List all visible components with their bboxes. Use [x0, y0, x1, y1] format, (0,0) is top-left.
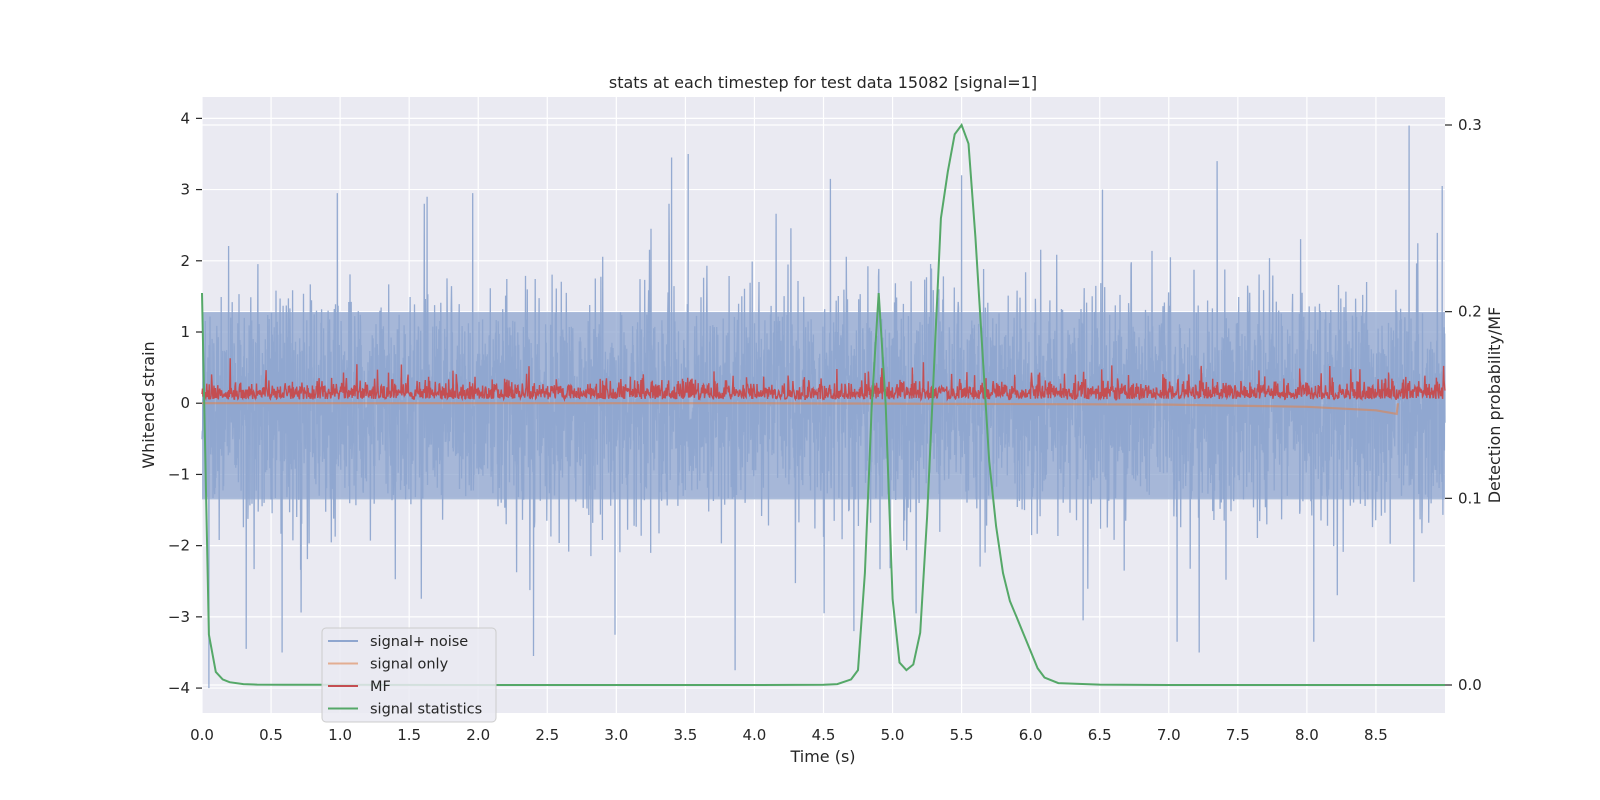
y-tick-label: 1 — [180, 323, 190, 341]
x-tick-label: 6.0 — [1019, 726, 1043, 744]
x-axis-title: Time (s) — [789, 747, 855, 766]
y-axis-title: Whitened strain — [139, 341, 158, 468]
x-tick-label: 4.5 — [812, 726, 836, 744]
x-tick-label: 6.5 — [1088, 726, 1112, 744]
y2-tick-label: 0.1 — [1458, 489, 1482, 507]
y-tick-label: −3 — [168, 608, 190, 626]
y-tick-label: 3 — [180, 181, 190, 199]
y-tick-label: −2 — [168, 537, 190, 555]
x-tick-label: 3.0 — [604, 726, 628, 744]
axes-layer: 0.0 0.5 1.0 1.5 2.0 2.5 3.0 3.5 4.0 4.5 5.0 5.5 6.0 6… — [168, 109, 1482, 744]
y2-axis-title: Detection probability/MF — [1485, 307, 1504, 504]
x-tick-label: 8.5 — [1364, 726, 1388, 744]
legend: signal+ noise signal only MF signal statist… — [321, 627, 497, 723]
signal-only-line — [202, 402, 1400, 416]
legend-label: signal+ noise — [370, 634, 468, 650]
y-tick-label: 4 — [180, 109, 190, 127]
x-tick-label: 8.0 — [1295, 726, 1319, 744]
y-tick-label: −1 — [168, 465, 190, 483]
legend-label: signal statistics — [370, 702, 482, 718]
x-tick-label: 2.5 — [535, 726, 559, 744]
y-tick-label: 2 — [180, 252, 190, 270]
x-tick-label: 4.0 — [743, 726, 767, 744]
legend-box — [321, 627, 497, 723]
chart-title: stats at each timestep for test data 150… — [609, 73, 1037, 92]
x-tick-label: 1.5 — [397, 726, 421, 744]
series-layer — [201, 122, 1446, 689]
mf-line — [201, 358, 1446, 403]
legend-label: signal only — [370, 657, 449, 673]
y-tick-label: −4 — [168, 679, 190, 697]
x-tick-label: 1.0 — [328, 726, 352, 744]
x-tick-label: 0.0 — [190, 726, 214, 744]
y2-tick-label: 0.2 — [1458, 303, 1482, 321]
x-tick-label: 2.0 — [466, 726, 490, 744]
x-tick-label: 3.5 — [673, 726, 697, 744]
y2-tick-label: 0.0 — [1458, 676, 1482, 694]
x-tick-label: 5.0 — [881, 726, 905, 744]
legend-label: MF — [370, 679, 391, 695]
y-tick-label: 0 — [180, 394, 190, 412]
x-tick-label: 5.5 — [950, 726, 974, 744]
y2-tick-label: 0.3 — [1458, 116, 1482, 134]
x-tick-label: 7.0 — [1157, 726, 1181, 744]
x-tick-label: 7.5 — [1226, 726, 1250, 744]
x-tick-label: 0.5 — [259, 726, 283, 744]
